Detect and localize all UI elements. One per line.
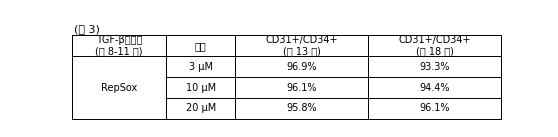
Text: 浓度: 浓度 <box>195 41 206 51</box>
Bar <box>72 56 166 119</box>
Bar <box>235 56 368 77</box>
Bar <box>166 98 235 119</box>
Text: 93.3%: 93.3% <box>420 62 450 72</box>
Text: CD31+/CD34+
(第 18 天): CD31+/CD34+ (第 18 天) <box>398 35 471 57</box>
Text: (表 3): (表 3) <box>74 24 100 34</box>
Bar <box>368 98 501 119</box>
Bar <box>72 35 501 119</box>
Bar <box>368 35 501 56</box>
Text: 96.1%: 96.1% <box>286 82 317 92</box>
Text: 94.4%: 94.4% <box>420 82 450 92</box>
Text: CD31+/CD34+
(第 13 天): CD31+/CD34+ (第 13 天) <box>266 35 338 57</box>
Text: 20 μM: 20 μM <box>186 103 216 113</box>
Bar <box>235 77 368 98</box>
Text: TGF-β抑制剂
(第 8-11 天): TGF-β抑制剂 (第 8-11 天) <box>95 35 143 57</box>
Text: 10 μM: 10 μM <box>186 82 216 92</box>
Bar <box>235 98 368 119</box>
Bar <box>235 35 368 56</box>
Text: 96.9%: 96.9% <box>286 62 317 72</box>
Bar <box>368 77 501 98</box>
Text: RepSox: RepSox <box>101 82 137 92</box>
Bar <box>166 35 235 56</box>
Bar <box>166 77 235 98</box>
Bar <box>368 56 501 77</box>
Text: 96.1%: 96.1% <box>420 103 450 113</box>
Bar <box>72 35 166 56</box>
Text: 95.8%: 95.8% <box>286 103 317 113</box>
Bar <box>166 56 235 77</box>
Text: 3 μM: 3 μM <box>189 62 213 72</box>
